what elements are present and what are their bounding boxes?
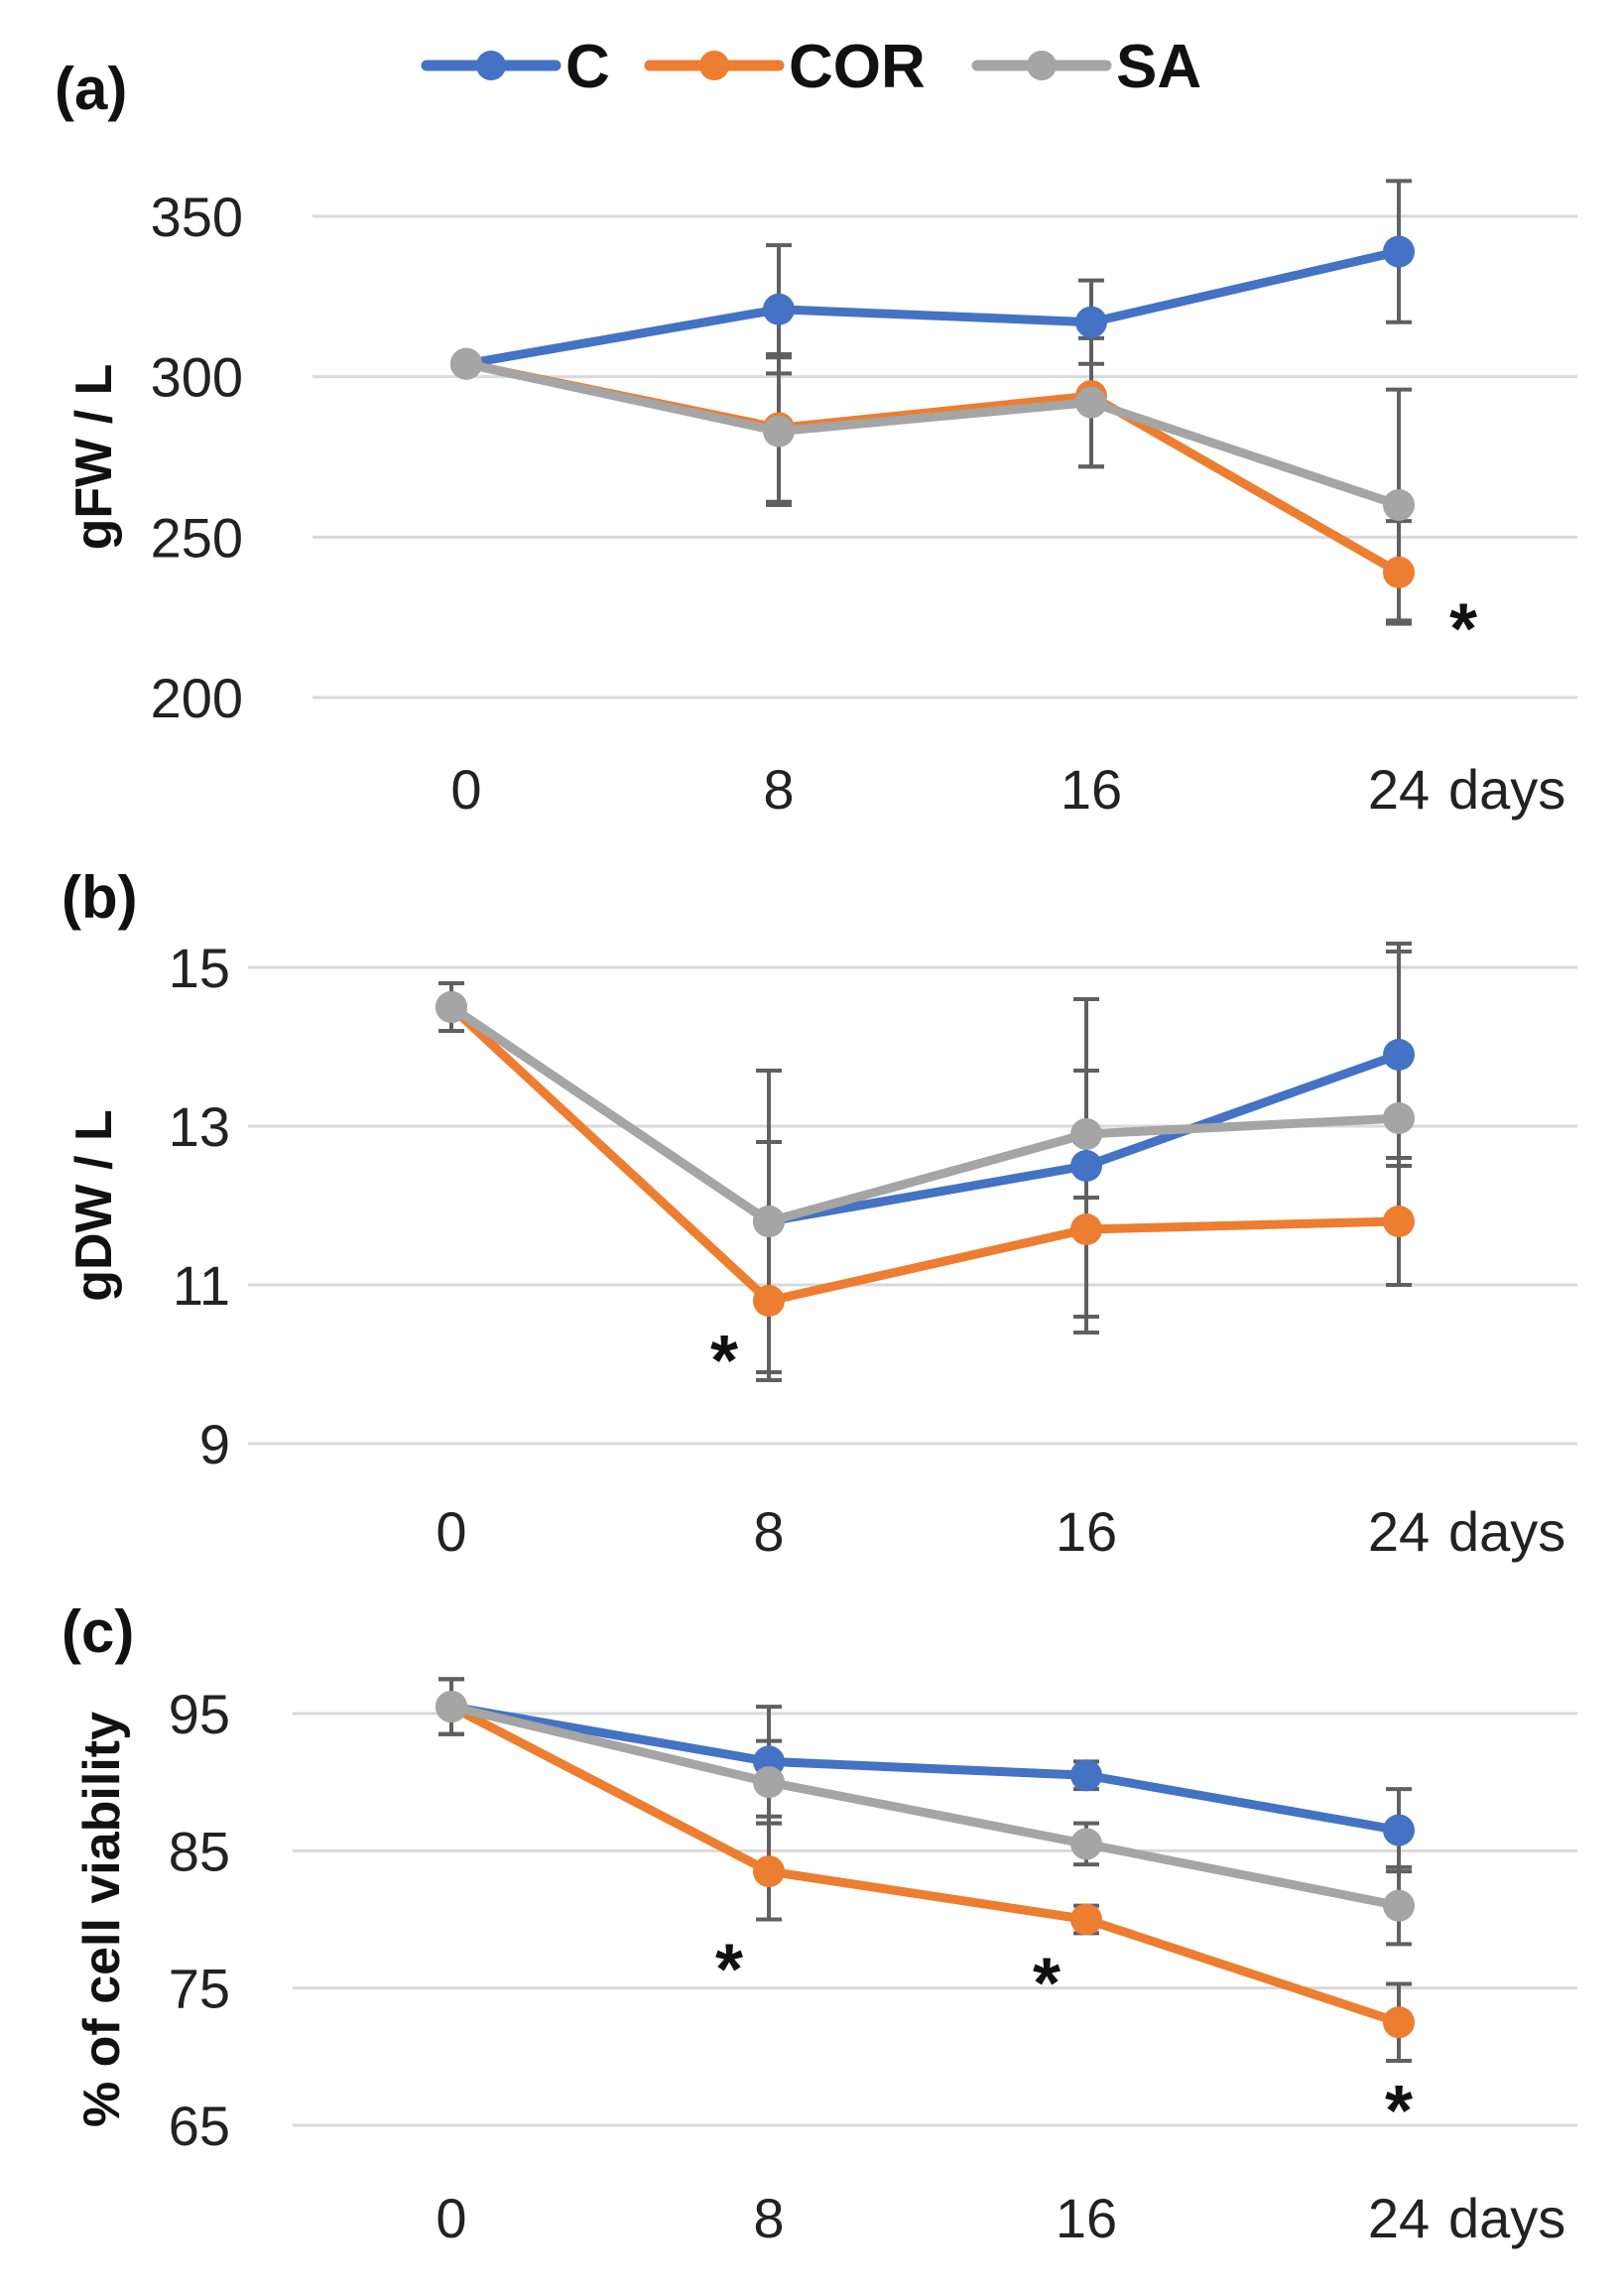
data-point-sa — [436, 1691, 467, 1723]
data-point-sa — [1070, 1118, 1102, 1150]
data-point-cor — [1070, 1213, 1102, 1245]
y-tick-label: 85 — [169, 1820, 230, 1882]
y-axis-label: % of cell viability — [73, 1712, 131, 2127]
data-point-c — [1383, 235, 1415, 268]
data-point-sa — [1383, 1889, 1415, 1922]
data-point-cor — [1383, 1206, 1415, 1237]
data-point-cor — [1383, 556, 1415, 588]
legend-label-sa: SA — [1116, 33, 1201, 101]
data-point-sa — [436, 991, 467, 1023]
x-tick-label: 8 — [753, 2187, 784, 2249]
y-tick-label: 9 — [199, 1413, 230, 1475]
legend-label-c: C — [565, 33, 610, 101]
x-tick-label: 16 — [1061, 758, 1122, 821]
x-tick-label: 24 — [1368, 758, 1430, 821]
y-tick-label: 11 — [173, 1254, 230, 1317]
panel-c: (c) 65 75 85 95 % of cell viability 0 8 16 24 days… — [62, 1598, 1577, 2249]
x-tick-label: 24 — [1368, 2187, 1430, 2249]
x-tick-label: 8 — [763, 758, 794, 821]
significance-asterisk: * — [710, 1322, 738, 1401]
y-tick-label: 95 — [169, 1683, 230, 1745]
data-point-cor — [753, 1285, 785, 1317]
x-tick-label: 0 — [450, 758, 481, 821]
y-tick-label: 350 — [151, 186, 243, 248]
y-tick-label: 200 — [151, 667, 243, 729]
data-point-sa — [1070, 1828, 1102, 1860]
data-point-sa — [763, 415, 795, 447]
y-tick-label: 13 — [169, 1095, 230, 1158]
data-point-c — [1070, 1150, 1102, 1182]
y-tick-label: 15 — [169, 937, 230, 999]
significance-asterisk: * — [1449, 590, 1477, 670]
data-point-sa — [1075, 386, 1107, 419]
legend-label-cor: COR — [789, 33, 926, 101]
significance-asterisk: * — [1385, 2072, 1413, 2151]
series-line-sa — [461, 359, 1404, 510]
data-point-sa — [753, 1206, 785, 1237]
panel-b: (b) 9 11 13 15 gDW / L 0 8 16 24 days * — [62, 864, 1577, 1563]
data-point-c — [1383, 1814, 1415, 1846]
panel-label: (c) — [62, 1598, 134, 1665]
x-tick-label: 24 — [1368, 1500, 1430, 1563]
legend-marker-sa — [1027, 51, 1057, 80]
data-point-cor — [1383, 2006, 1415, 2039]
series-line-sa — [446, 1002, 1404, 1226]
panel-label: (a) — [55, 56, 127, 122]
data-point-sa — [753, 1766, 785, 1799]
data-point-cor — [753, 1855, 785, 1888]
y-tick-label: 65 — [169, 2095, 230, 2157]
data-point-c — [1070, 1759, 1102, 1792]
series-line-cor — [446, 1002, 1404, 1306]
series-line-c — [446, 1702, 1404, 1836]
x-tick-label: 0 — [436, 1500, 466, 1563]
x-tick-label: 0 — [436, 2187, 466, 2249]
x-tick-label: 16 — [1056, 1500, 1117, 1563]
x-tick-label: 16 — [1056, 2187, 1117, 2249]
y-tick-label: 75 — [169, 1958, 230, 2020]
panel-a: (a) 200 250 300 350 gFW / L 0 8 16 24 days * — [55, 56, 1577, 821]
x-unit-label: days — [1448, 1500, 1565, 1563]
data-point-cor — [1070, 1903, 1102, 1936]
data-point-c — [763, 293, 795, 325]
y-tick-label: 250 — [151, 506, 243, 569]
legend: C COR SA — [421, 33, 1201, 101]
data-point-sa — [1383, 1102, 1415, 1134]
data-point-sa — [1383, 489, 1415, 521]
series-line-cor — [446, 1702, 1404, 2027]
x-tick-label: 8 — [753, 1500, 784, 1563]
series-line-c — [461, 247, 1404, 369]
legend-marker-cor — [699, 51, 729, 80]
y-axis-label: gFW / L — [65, 364, 123, 551]
x-unit-label: days — [1448, 2187, 1565, 2249]
data-point-c — [1383, 1039, 1415, 1071]
x-unit-label: days — [1448, 758, 1565, 821]
data-point-sa — [450, 347, 482, 380]
series-line-c — [446, 1002, 1404, 1226]
significance-asterisk: * — [715, 1931, 743, 2010]
y-axis-label: gDW / L — [65, 1109, 123, 1302]
data-point-c — [1075, 306, 1107, 338]
y-tick-label: 300 — [151, 346, 243, 409]
panel-label: (b) — [62, 864, 138, 931]
series-line-sa — [446, 1702, 1404, 1911]
significance-asterisk: * — [1033, 1944, 1061, 2023]
legend-marker-c — [476, 51, 506, 80]
